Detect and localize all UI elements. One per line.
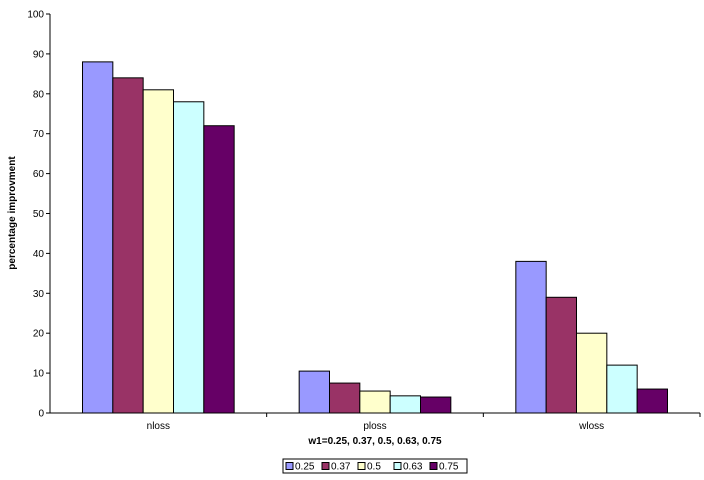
legend-swatch-0.63 [393, 462, 402, 470]
y-tick-label: 90 [33, 49, 45, 60]
legend: 0.25 0.37 0.5 0.63 0.75 [282, 458, 468, 474]
bar-wloss-0.37 [545, 296, 578, 414]
y-tick-label: 70 [33, 129, 45, 140]
x-tick-label: nloss [147, 421, 170, 432]
legend-label: 0.5 [367, 462, 381, 473]
x-axis-ticks: nloss ploss wloss [147, 413, 701, 432]
legend-label: 0.63 [403, 462, 423, 473]
legend-swatch-0.25 [285, 462, 294, 470]
bars-group [82, 61, 669, 414]
y-tick-label: 0 [38, 409, 44, 420]
bar-wloss-0.63 [606, 364, 638, 414]
bar-nloss-0.25 [82, 61, 114, 414]
legend-swatch-0.5 [357, 462, 366, 470]
y-tick-label: 50 [33, 209, 45, 220]
bar-ploss-0.75 [420, 396, 452, 414]
bar-wloss-0.75 [636, 388, 669, 414]
legend-label: 0.75 [439, 462, 459, 473]
bar-ploss-0.5 [359, 390, 391, 414]
x-axis-title: w1=0.25, 0.37, 0.5, 0.63, 0.75 [307, 436, 442, 447]
x-tick-label: wloss [578, 421, 604, 432]
legend-label: 0.37 [331, 462, 351, 473]
x-tick-label: ploss [363, 421, 386, 432]
legend-swatch-0.37 [321, 462, 330, 470]
bar-wloss-0.5 [576, 332, 608, 414]
y-tick-label: 20 [33, 329, 45, 340]
y-tick-label: 60 [33, 169, 45, 180]
y-tick-label: 100 [27, 10, 44, 21]
bar-nloss-0.75 [203, 125, 235, 414]
y-axis-title: percentage improvment [7, 156, 18, 270]
legend-swatch-0.75 [429, 462, 438, 470]
bar-ploss-0.25 [298, 370, 330, 414]
bar-ploss-0.63 [389, 395, 421, 414]
y-tick-label: 10 [33, 369, 45, 380]
y-tick-label: 40 [33, 249, 45, 260]
bar-wloss-0.25 [515, 260, 547, 414]
y-tick-label: 30 [33, 289, 45, 300]
bar-nloss-0.63 [173, 101, 205, 414]
legend-label: 0.25 [295, 462, 315, 473]
bar-nloss-0.5 [142, 89, 175, 414]
y-axis-ticks: 0 10 20 30 40 50 60 70 80 90 100 [27, 10, 50, 420]
bar-nloss-0.37 [112, 77, 144, 414]
bar-ploss-0.37 [329, 382, 361, 414]
y-tick-label: 80 [33, 89, 45, 100]
